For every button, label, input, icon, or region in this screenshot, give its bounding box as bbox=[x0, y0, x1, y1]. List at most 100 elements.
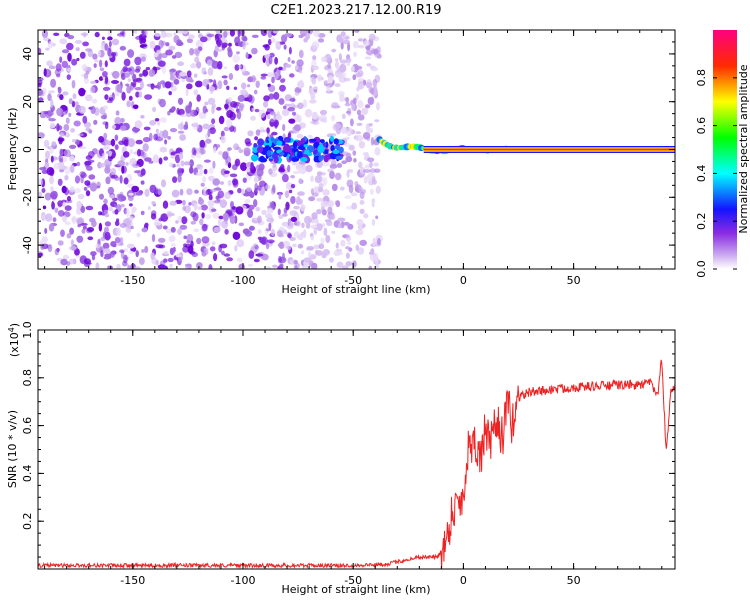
heatmap-cell bbox=[44, 228, 48, 234]
heatmap-cell bbox=[181, 216, 188, 225]
heatmap-cell bbox=[128, 95, 133, 101]
heatmap-cell bbox=[167, 110, 171, 116]
heatmap-cell bbox=[209, 127, 216, 135]
heatmap-cell bbox=[327, 200, 334, 208]
heatmap-cell bbox=[183, 161, 192, 166]
heatmap-cell bbox=[224, 103, 229, 110]
heatmap-cell bbox=[85, 205, 94, 211]
heatmap-cell bbox=[268, 38, 272, 46]
heatmap-cell bbox=[260, 30, 268, 37]
heatmap-cell bbox=[359, 239, 368, 246]
heatmap-cell bbox=[363, 176, 368, 184]
heatmap-cell bbox=[160, 30, 167, 39]
heatmap-cell bbox=[221, 75, 228, 79]
heatmap-cell bbox=[189, 48, 195, 56]
heatmap-cell bbox=[283, 44, 287, 50]
heatmap-cell bbox=[151, 234, 156, 242]
heatmap-cell bbox=[203, 248, 209, 252]
heatmap-cell bbox=[100, 236, 106, 242]
heatmap-cell bbox=[269, 111, 276, 116]
heatmap-cell bbox=[226, 257, 234, 262]
heatmap-cell bbox=[179, 188, 184, 196]
heatmap-cell bbox=[331, 48, 337, 53]
heatmap-cell bbox=[104, 226, 109, 233]
heatmap-cell bbox=[226, 118, 233, 128]
heatmap-cell bbox=[255, 206, 261, 212]
heatmap-cell bbox=[331, 102, 339, 109]
heatmap-cell bbox=[270, 37, 276, 43]
heatmap-cell bbox=[162, 200, 169, 209]
heatmap-cell bbox=[157, 237, 166, 243]
heatmap-cell bbox=[104, 164, 111, 174]
heatmap-cell bbox=[287, 233, 292, 239]
heatmap-cell bbox=[359, 171, 365, 178]
heatmap-cell bbox=[107, 36, 113, 41]
heatmap-cell bbox=[163, 258, 168, 263]
heatmap-cell bbox=[83, 258, 91, 265]
heatmap-cell bbox=[102, 242, 110, 250]
heatmap-cell bbox=[195, 151, 202, 159]
heatmap-cell bbox=[261, 209, 267, 215]
heatmap-cell bbox=[196, 262, 203, 269]
heatmap-cell bbox=[156, 49, 162, 55]
heatmap-cell bbox=[243, 147, 251, 154]
heatmap-cell bbox=[331, 183, 338, 192]
snr-y-tick-label: 0.4 bbox=[21, 465, 34, 483]
heatmap-cell bbox=[204, 101, 209, 106]
heatmap-cell bbox=[306, 30, 313, 35]
heatmap-cell bbox=[126, 243, 135, 249]
heatmap-cell bbox=[177, 215, 182, 223]
heatmap-cell bbox=[316, 223, 323, 232]
heatmap-cell bbox=[59, 148, 64, 156]
heatmap-cell bbox=[64, 166, 71, 175]
heatmap-x-tick-label: 0 bbox=[460, 274, 467, 287]
heatmap-cell bbox=[67, 67, 72, 72]
heatmap-cell bbox=[170, 243, 176, 247]
heatmap-cell bbox=[175, 253, 182, 258]
heatmap-cell bbox=[189, 159, 194, 168]
heatmap-cell bbox=[341, 113, 346, 120]
heatmap-cell bbox=[346, 169, 350, 178]
heatmap-cell bbox=[120, 203, 125, 208]
heatmap-cell bbox=[73, 188, 82, 194]
heatmap-cell bbox=[217, 150, 223, 156]
heatmap-cell bbox=[356, 122, 363, 126]
heatmap-cell bbox=[186, 70, 192, 78]
heatmap-cell bbox=[297, 80, 305, 89]
heatmap-cell bbox=[257, 229, 262, 235]
heatmap-cell bbox=[212, 160, 216, 169]
heatmap-cell bbox=[179, 151, 184, 160]
heatmap-cell bbox=[324, 149, 329, 155]
heatmap-cell bbox=[265, 228, 272, 232]
heatmap-cell bbox=[184, 121, 188, 129]
heatmap-cell bbox=[150, 252, 155, 260]
heatmap-cell bbox=[367, 157, 375, 163]
heatmap-cell bbox=[63, 124, 70, 131]
heatmap-cell bbox=[216, 144, 220, 148]
heatmap-cell bbox=[59, 56, 63, 63]
heatmap-cell bbox=[309, 99, 317, 104]
heatmap-cell bbox=[236, 51, 240, 55]
heatmap-cell bbox=[176, 30, 184, 34]
heatmap-cell bbox=[211, 105, 215, 114]
heatmap-cell bbox=[257, 215, 262, 224]
heatmap-cell bbox=[105, 121, 109, 130]
heatmap-cell bbox=[336, 251, 344, 256]
heatmap-cell bbox=[260, 237, 267, 245]
heatmap-cell bbox=[173, 78, 180, 85]
heatmap-cell bbox=[237, 187, 242, 194]
heatmap-cell bbox=[140, 115, 145, 119]
heatmap-cell bbox=[268, 55, 273, 65]
heatmap-cell bbox=[282, 213, 288, 217]
heatmap-cell bbox=[251, 34, 259, 38]
heatmap-cell bbox=[155, 128, 159, 133]
heatmap-cell bbox=[289, 237, 296, 241]
heatmap-cell bbox=[238, 65, 242, 69]
heatmap-cell bbox=[79, 51, 86, 59]
heatmap-cell bbox=[132, 83, 136, 88]
heatmap-cell bbox=[68, 112, 72, 117]
heatmap-cell bbox=[110, 138, 116, 147]
heatmap-cell bbox=[156, 81, 162, 90]
heatmap-cell bbox=[298, 49, 304, 59]
heatmap-cell bbox=[42, 87, 47, 95]
